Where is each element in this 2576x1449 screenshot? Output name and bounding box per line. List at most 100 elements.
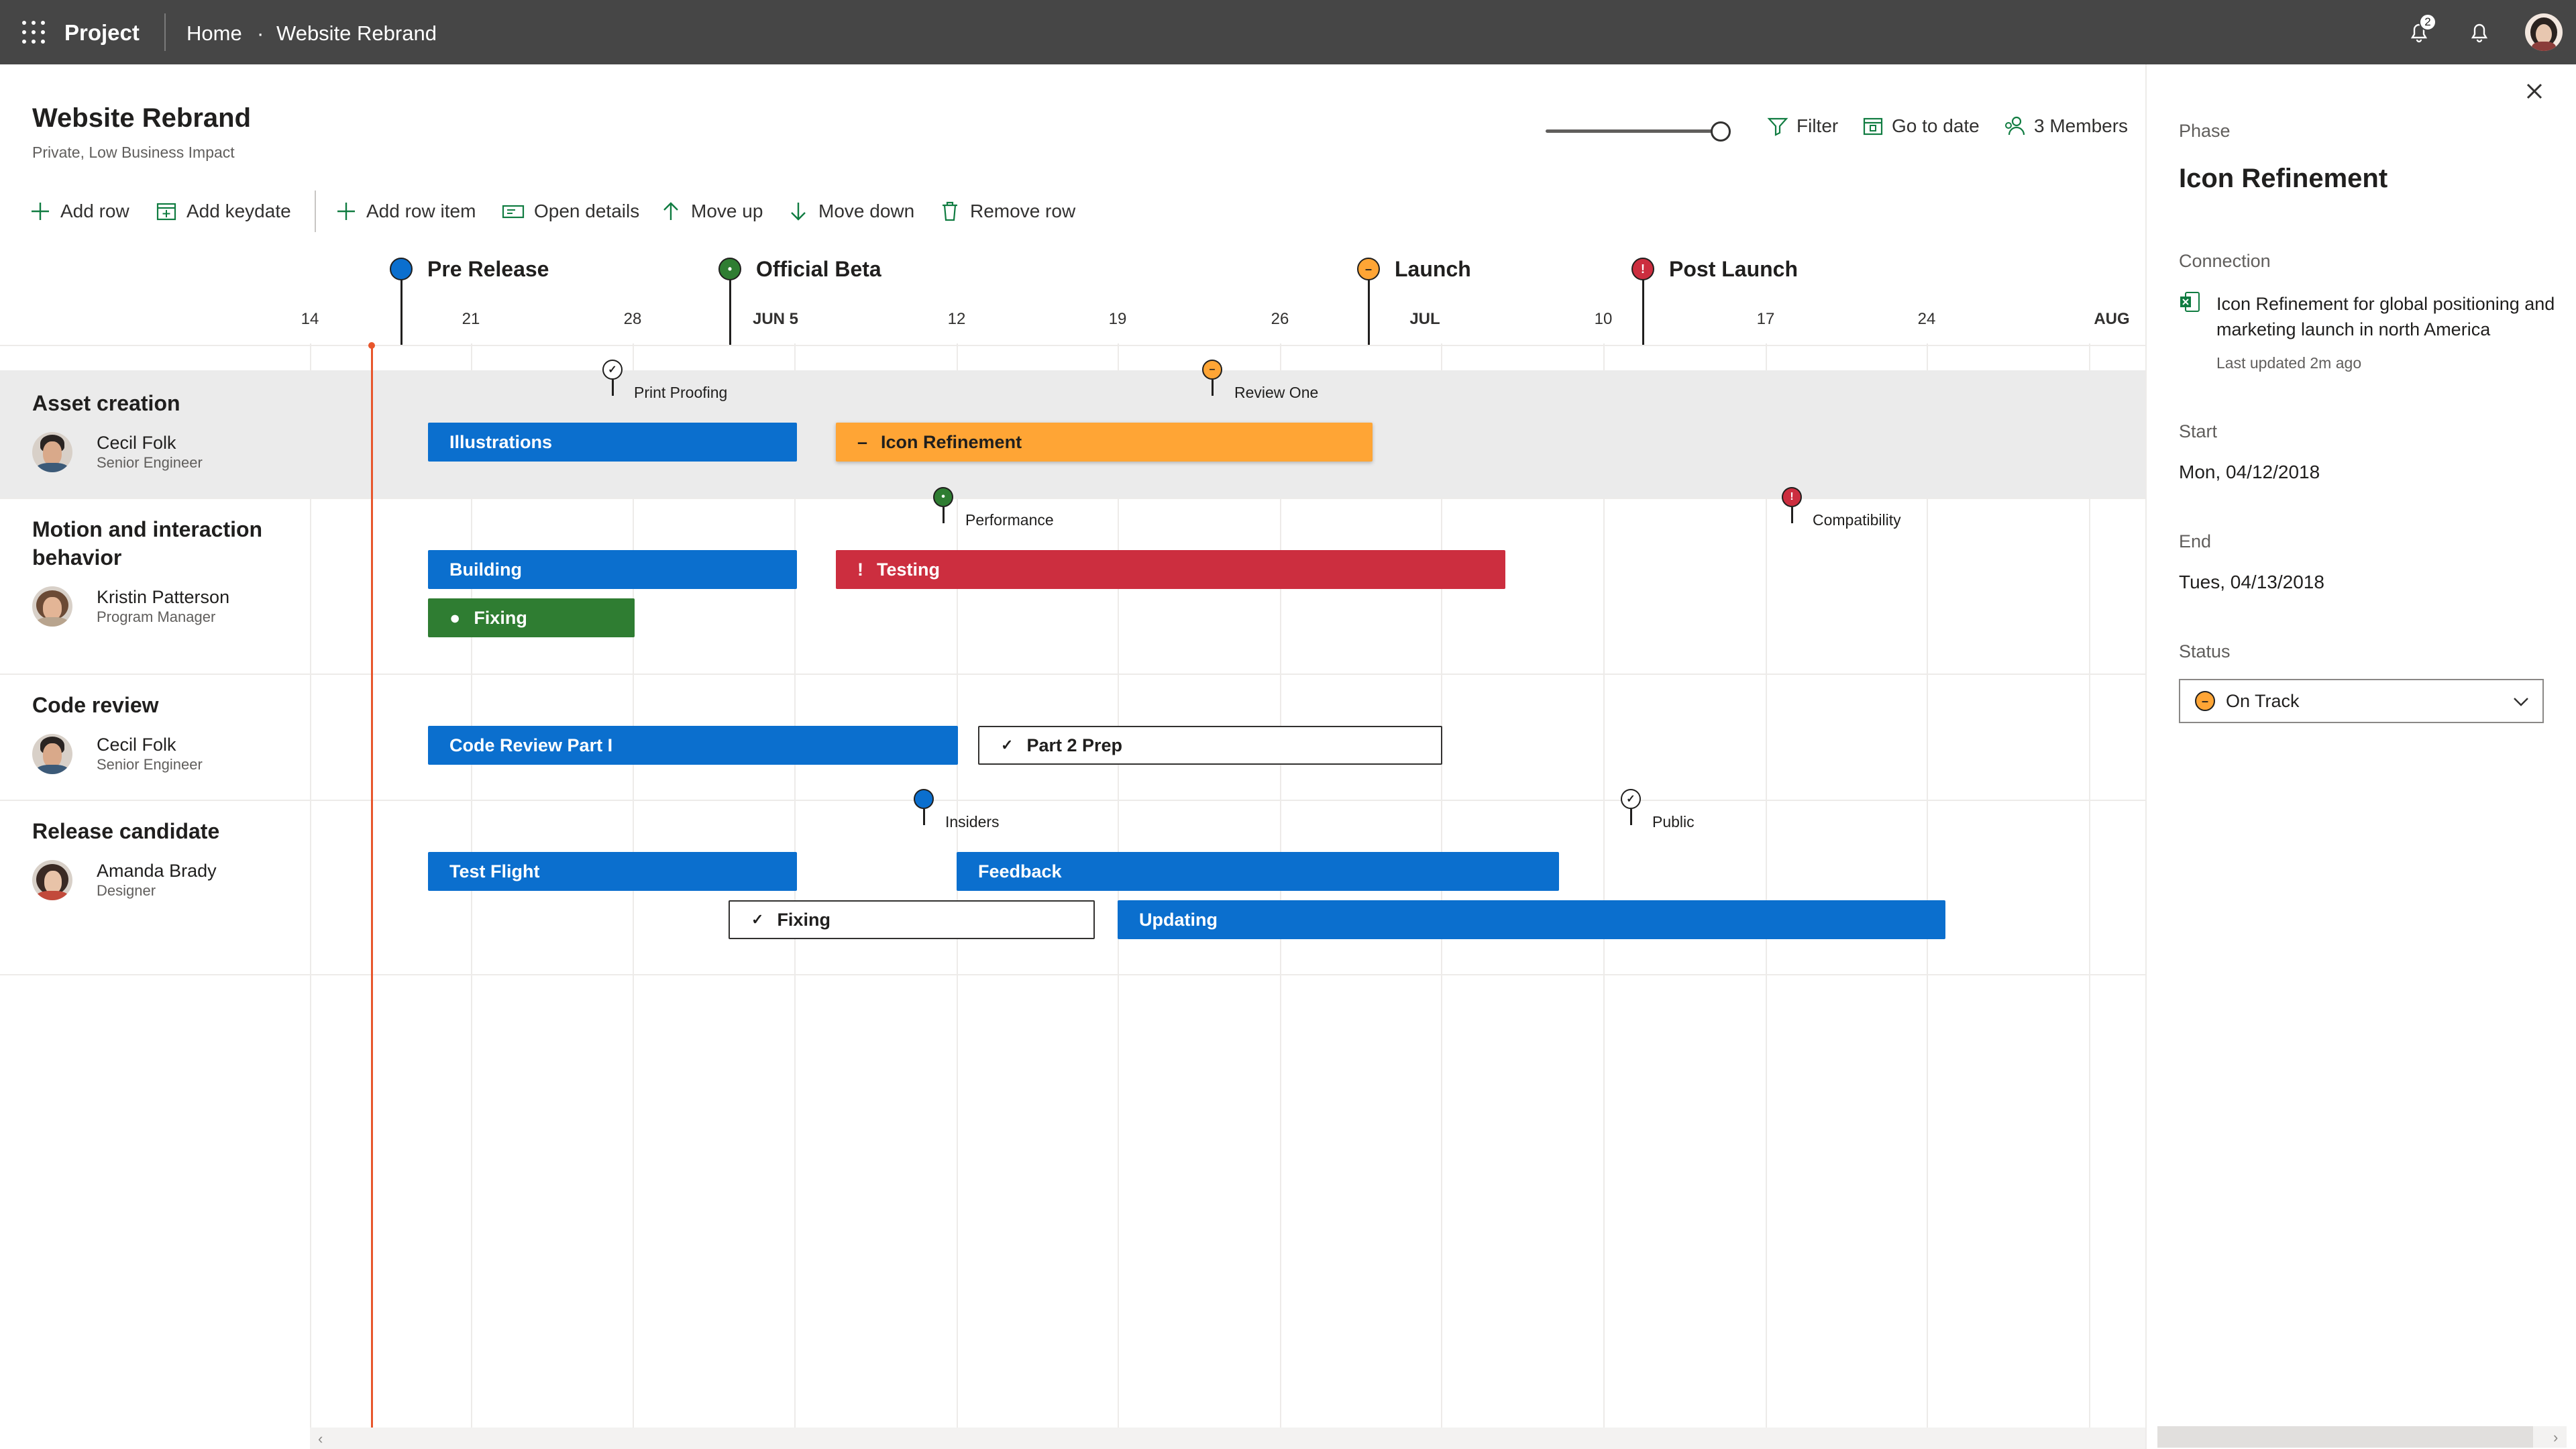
open-details-button[interactable]: Open details [502, 195, 639, 228]
add-keydate-button[interactable]: Add keydate [156, 195, 291, 228]
close-icon[interactable] [2522, 79, 2546, 103]
filter-icon [1767, 117, 1788, 136]
keydate-status-icon[interactable]: – [1202, 360, 1222, 380]
milestone-stem [1642, 276, 1644, 345]
row-owner[interactable]: Cecil Folk Senior Engineer [32, 432, 203, 472]
move-down-label: Move down [818, 201, 915, 221]
grid-line [1118, 343, 1119, 1449]
arrow-down-icon [791, 203, 806, 221]
breadcrumb-home[interactable]: Home [186, 21, 242, 45]
avatar [32, 432, 72, 472]
divider [0, 674, 2145, 675]
milestone-status-dot [390, 258, 413, 280]
milestone-status-dot: ! [1631, 258, 1654, 280]
row-item-bar[interactable]: Updating [1118, 900, 1945, 939]
row-item-label: Testing [877, 559, 940, 580]
milestone-launch[interactable]: – Launch [1357, 256, 1471, 282]
row-item-bar[interactable]: Code Review Part I [428, 726, 958, 765]
filter-button[interactable]: Filter [1767, 115, 1838, 137]
person-name: Cecil Folk [97, 433, 176, 453]
row-title[interactable]: Release candidate [32, 819, 220, 843]
calendar-plus-icon [156, 203, 176, 221]
move-up-button[interactable]: Move up [660, 195, 763, 228]
horizontal-scrollbar[interactable]: ‹ [310, 1428, 2145, 1449]
start-value[interactable]: Mon, 04/12/2018 [2179, 462, 2320, 482]
row-item-label: Fixing [777, 909, 830, 930]
grid-line [1280, 343, 1281, 1449]
person-role: Program Manager [97, 608, 216, 625]
notification-icon[interactable]: 2 [2404, 13, 2436, 47]
zoom-slider-thumb[interactable] [1711, 121, 1731, 142]
avatar [32, 734, 72, 774]
row-item-bar[interactable]: Illustrations [428, 423, 797, 462]
keydate-label: Compatibility [1813, 511, 1901, 529]
go-to-date-button[interactable]: Go to date [1862, 115, 1980, 137]
date-label: 28 [623, 310, 642, 328]
scroll-right-icon[interactable]: › [2553, 1429, 2559, 1446]
keydate-check-icon[interactable]: ✓ [602, 360, 623, 380]
keydate-label: Insiders [945, 813, 1000, 830]
milestone-post-launch[interactable]: ! Post Launch [1631, 256, 1798, 282]
milestone-official-beta[interactable]: • Official Beta [718, 256, 881, 282]
date-label: 14 [301, 310, 319, 328]
add-row-item-button[interactable]: Add row item [335, 195, 476, 228]
scroll-left-icon[interactable]: ‹ [318, 1430, 323, 1447]
row-title[interactable]: Motion and interaction behavior [32, 517, 263, 570]
row-item-bar[interactable]: ! Testing [836, 550, 1505, 589]
end-label: End [2179, 531, 2212, 551]
breadcrumb-current[interactable]: Website Rebrand [276, 21, 437, 45]
milestone-pre-release[interactable]: Pre Release [390, 256, 549, 282]
status-dash-icon: – [857, 431, 868, 452]
row-item-bar[interactable]: Test Flight [428, 852, 797, 891]
panel-scrollbar-thumb[interactable] [2157, 1426, 2533, 1448]
person-role: Senior Engineer [97, 454, 203, 471]
remove-row-button[interactable]: Remove row [939, 195, 1075, 228]
keydate-check-icon[interactable]: ✓ [1621, 789, 1641, 809]
date-label: 17 [1756, 310, 1775, 328]
panel-scrollbar[interactable]: › [2157, 1426, 2567, 1448]
row-item-bar[interactable]: Feedback [957, 852, 1559, 891]
status-on-track-icon: – [2195, 691, 2215, 711]
row-item-bar[interactable]: ✓ Part 2 Prep [978, 726, 1442, 765]
main-area: Website Rebrand Private, Low Business Im… [0, 64, 2145, 1449]
trash-icon [943, 201, 957, 221]
status-dropdown[interactable]: – On Track [2179, 679, 2544, 723]
calendar-icon [1863, 117, 1883, 136]
date-label: 12 [947, 310, 966, 328]
person-name: Cecil Folk [97, 735, 176, 755]
connection-link[interactable]: Icon Refinement for global positioning a… [2216, 294, 2555, 339]
row-owner[interactable]: Cecil Folk Senior Engineer [32, 734, 203, 774]
row-item-bar[interactable]: ● Fixing [428, 598, 635, 637]
keydate-status-icon[interactable]: • [933, 487, 953, 507]
row-item-bar[interactable]: Building [428, 550, 797, 589]
keydate-status-icon[interactable] [914, 789, 934, 809]
user-avatar[interactable] [2525, 13, 2563, 51]
people-icon [2005, 116, 2025, 136]
connection-updated: Last updated 2m ago [2216, 354, 2362, 372]
move-down-button[interactable]: Move down [788, 195, 914, 228]
bell-icon[interactable] [2465, 17, 2494, 47]
milestone-label: Post Launch [1669, 256, 1799, 281]
keydate-label: Review One [1234, 384, 1319, 401]
end-value[interactable]: Tues, 04/13/2018 [2179, 572, 2324, 592]
milestone-status-dot: – [1357, 258, 1380, 280]
start-label: Start [2179, 421, 2218, 441]
row-title[interactable]: Asset creation [32, 391, 180, 415]
row-title[interactable]: Code review [32, 693, 159, 717]
members-button[interactable]: 3 Members [2003, 115, 2128, 137]
check-icon: ✓ [1001, 737, 1014, 753]
waffle-icon[interactable] [21, 20, 46, 44]
status-alert-icon: ! [857, 559, 863, 580]
row-owner[interactable]: Kristin Patterson Program Manager [32, 586, 229, 627]
zoom-slider[interactable] [1546, 119, 1731, 144]
keydate-stem [1791, 507, 1793, 523]
app-name[interactable]: Project [64, 20, 140, 45]
today-marker [368, 342, 375, 349]
keydate-status-icon[interactable]: ! [1782, 487, 1802, 507]
row-item-bar[interactable]: ✓ Fixing [729, 900, 1095, 939]
row-owner[interactable]: Amanda Brady Designer [32, 860, 217, 900]
milestone-label: Pre Release [427, 256, 549, 281]
open-details-label: Open details [534, 201, 640, 221]
add-row-button[interactable]: Add row [30, 195, 129, 228]
row-item-bar-selected[interactable]: – Icon Refinement [836, 423, 1373, 462]
